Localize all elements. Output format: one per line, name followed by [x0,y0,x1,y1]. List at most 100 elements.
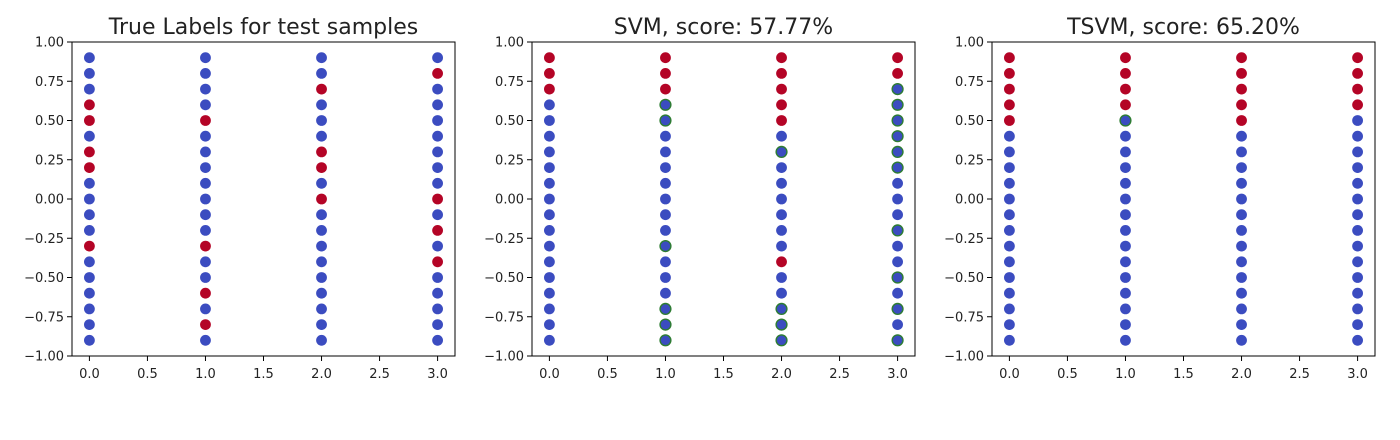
data-point-class-1 [84,240,95,252]
data-point-class-0 [892,287,903,299]
data-point-class-0 [1004,256,1015,268]
data-point-class-0 [1352,177,1363,189]
data-point-class-1 [1120,68,1131,79]
data-point-class-1 [1004,52,1015,64]
data-point-class-1 [432,225,443,236]
data-point-class-1 [544,52,555,64]
data-point-misclassified [891,161,904,174]
data-point-class-0 [200,162,211,174]
data-point-class-0 [1120,146,1131,158]
data-point-class-0 [544,319,555,330]
data-point-class-0 [316,115,327,126]
data-point-class-0 [1120,130,1131,142]
data-point-class-0 [1236,146,1247,158]
chart-panel-2: SVM, score: 57.77% 0.0 0.5 1.0 1.5 2.0 2.5 3.0 1… [484,15,916,382]
data-point-class-0 [776,130,787,142]
data-point-class-1 [316,146,327,158]
data-point-class-0 [660,162,671,174]
data-point-class-0 [200,193,211,205]
y-tick-label: −0.50 [24,271,64,286]
data-point-class-0 [544,99,555,111]
data-point-class-0 [84,130,95,142]
y-tick-label: 0.75 [955,75,984,90]
data-point-misclassified [775,318,788,331]
y-tick-label: 0.50 [495,114,524,129]
data-point-class-0 [544,303,555,315]
data-point-class-1 [84,146,95,158]
data-point-class-0 [1352,240,1363,252]
data-point-class-0 [1120,177,1131,189]
data-point-class-0 [1352,272,1363,283]
data-point-class-1 [1352,83,1363,95]
data-point-class-1 [660,68,671,79]
data-point-class-0 [544,209,555,221]
data-point-class-0 [316,225,327,236]
data-point-class-0 [432,115,443,126]
data-point-class-0 [316,99,327,111]
data-point-class-0 [1004,193,1015,205]
y-tick-label: 1.00 [955,36,984,51]
data-point-class-0 [1236,287,1247,299]
data-point-class-1 [1236,99,1247,111]
data-point-class-0 [776,162,787,174]
data-point-class-0 [84,193,95,205]
data-point-class-0 [544,272,555,283]
data-point-misclassified [891,98,904,111]
y-tick-label: 0.25 [35,153,64,168]
data-point-class-1 [316,193,327,205]
data-point-misclassified [659,240,672,253]
plot-frame [71,41,456,357]
data-point-misclassified [891,130,904,143]
data-point-class-0 [1236,193,1247,205]
data-point-class-0 [544,225,555,236]
data-point-class-0 [316,256,327,268]
data-point-class-0 [776,193,787,205]
y-tick-label: −1.00 [484,350,524,365]
data-point-class-0 [84,225,95,236]
data-point-class-1 [1004,115,1015,126]
data-point-class-0 [1236,256,1247,268]
x-tick-label: 0.5 [597,367,618,382]
data-point-class-1 [1352,68,1363,79]
data-point-class-0 [84,256,95,268]
data-point-class-0 [1236,225,1247,236]
data-point-class-0 [544,334,555,346]
y-tick-label: 0.00 [955,193,984,208]
y-tick-label: 0.25 [955,153,984,168]
data-point-class-0 [544,115,555,126]
data-point-class-0 [316,240,327,252]
y-tick-label: −0.25 [484,232,524,247]
data-point-class-0 [432,303,443,315]
y-tick-label: −1.00 [944,350,984,365]
x-tick-label: 3.0 [427,367,448,382]
data-point-class-0 [432,287,443,299]
x-tick-label: 1.0 [1115,367,1136,382]
x-tick-label: 3.0 [887,367,908,382]
data-point-class-0 [1120,256,1131,268]
data-point-class-1 [200,115,211,126]
data-point-class-0 [1004,287,1015,299]
data-point-class-0 [316,319,327,330]
data-point-class-1 [892,68,903,79]
data-point-class-0 [200,272,211,283]
data-point-class-0 [1004,162,1015,174]
data-point-class-0 [84,272,95,283]
data-point-class-1 [1236,115,1247,126]
x-tick-label: 2.5 [829,367,850,382]
data-point-misclassified [659,98,672,111]
data-point-class-0 [660,146,671,158]
data-point-class-0 [200,99,211,111]
data-point-class-0 [1120,334,1131,346]
x-tick-label: 1.5 [1173,367,1194,382]
data-point-class-0 [316,303,327,315]
data-point-class-0 [776,272,787,283]
data-point-class-0 [660,225,671,236]
y-tick-label: −0.75 [24,310,64,325]
data-point-class-0 [1352,146,1363,158]
data-point-class-0 [1236,334,1247,346]
data-point-class-0 [660,272,671,283]
data-point-class-1 [432,68,443,79]
data-point-class-0 [1004,146,1015,158]
data-point-class-0 [432,209,443,221]
data-point-class-0 [316,272,327,283]
